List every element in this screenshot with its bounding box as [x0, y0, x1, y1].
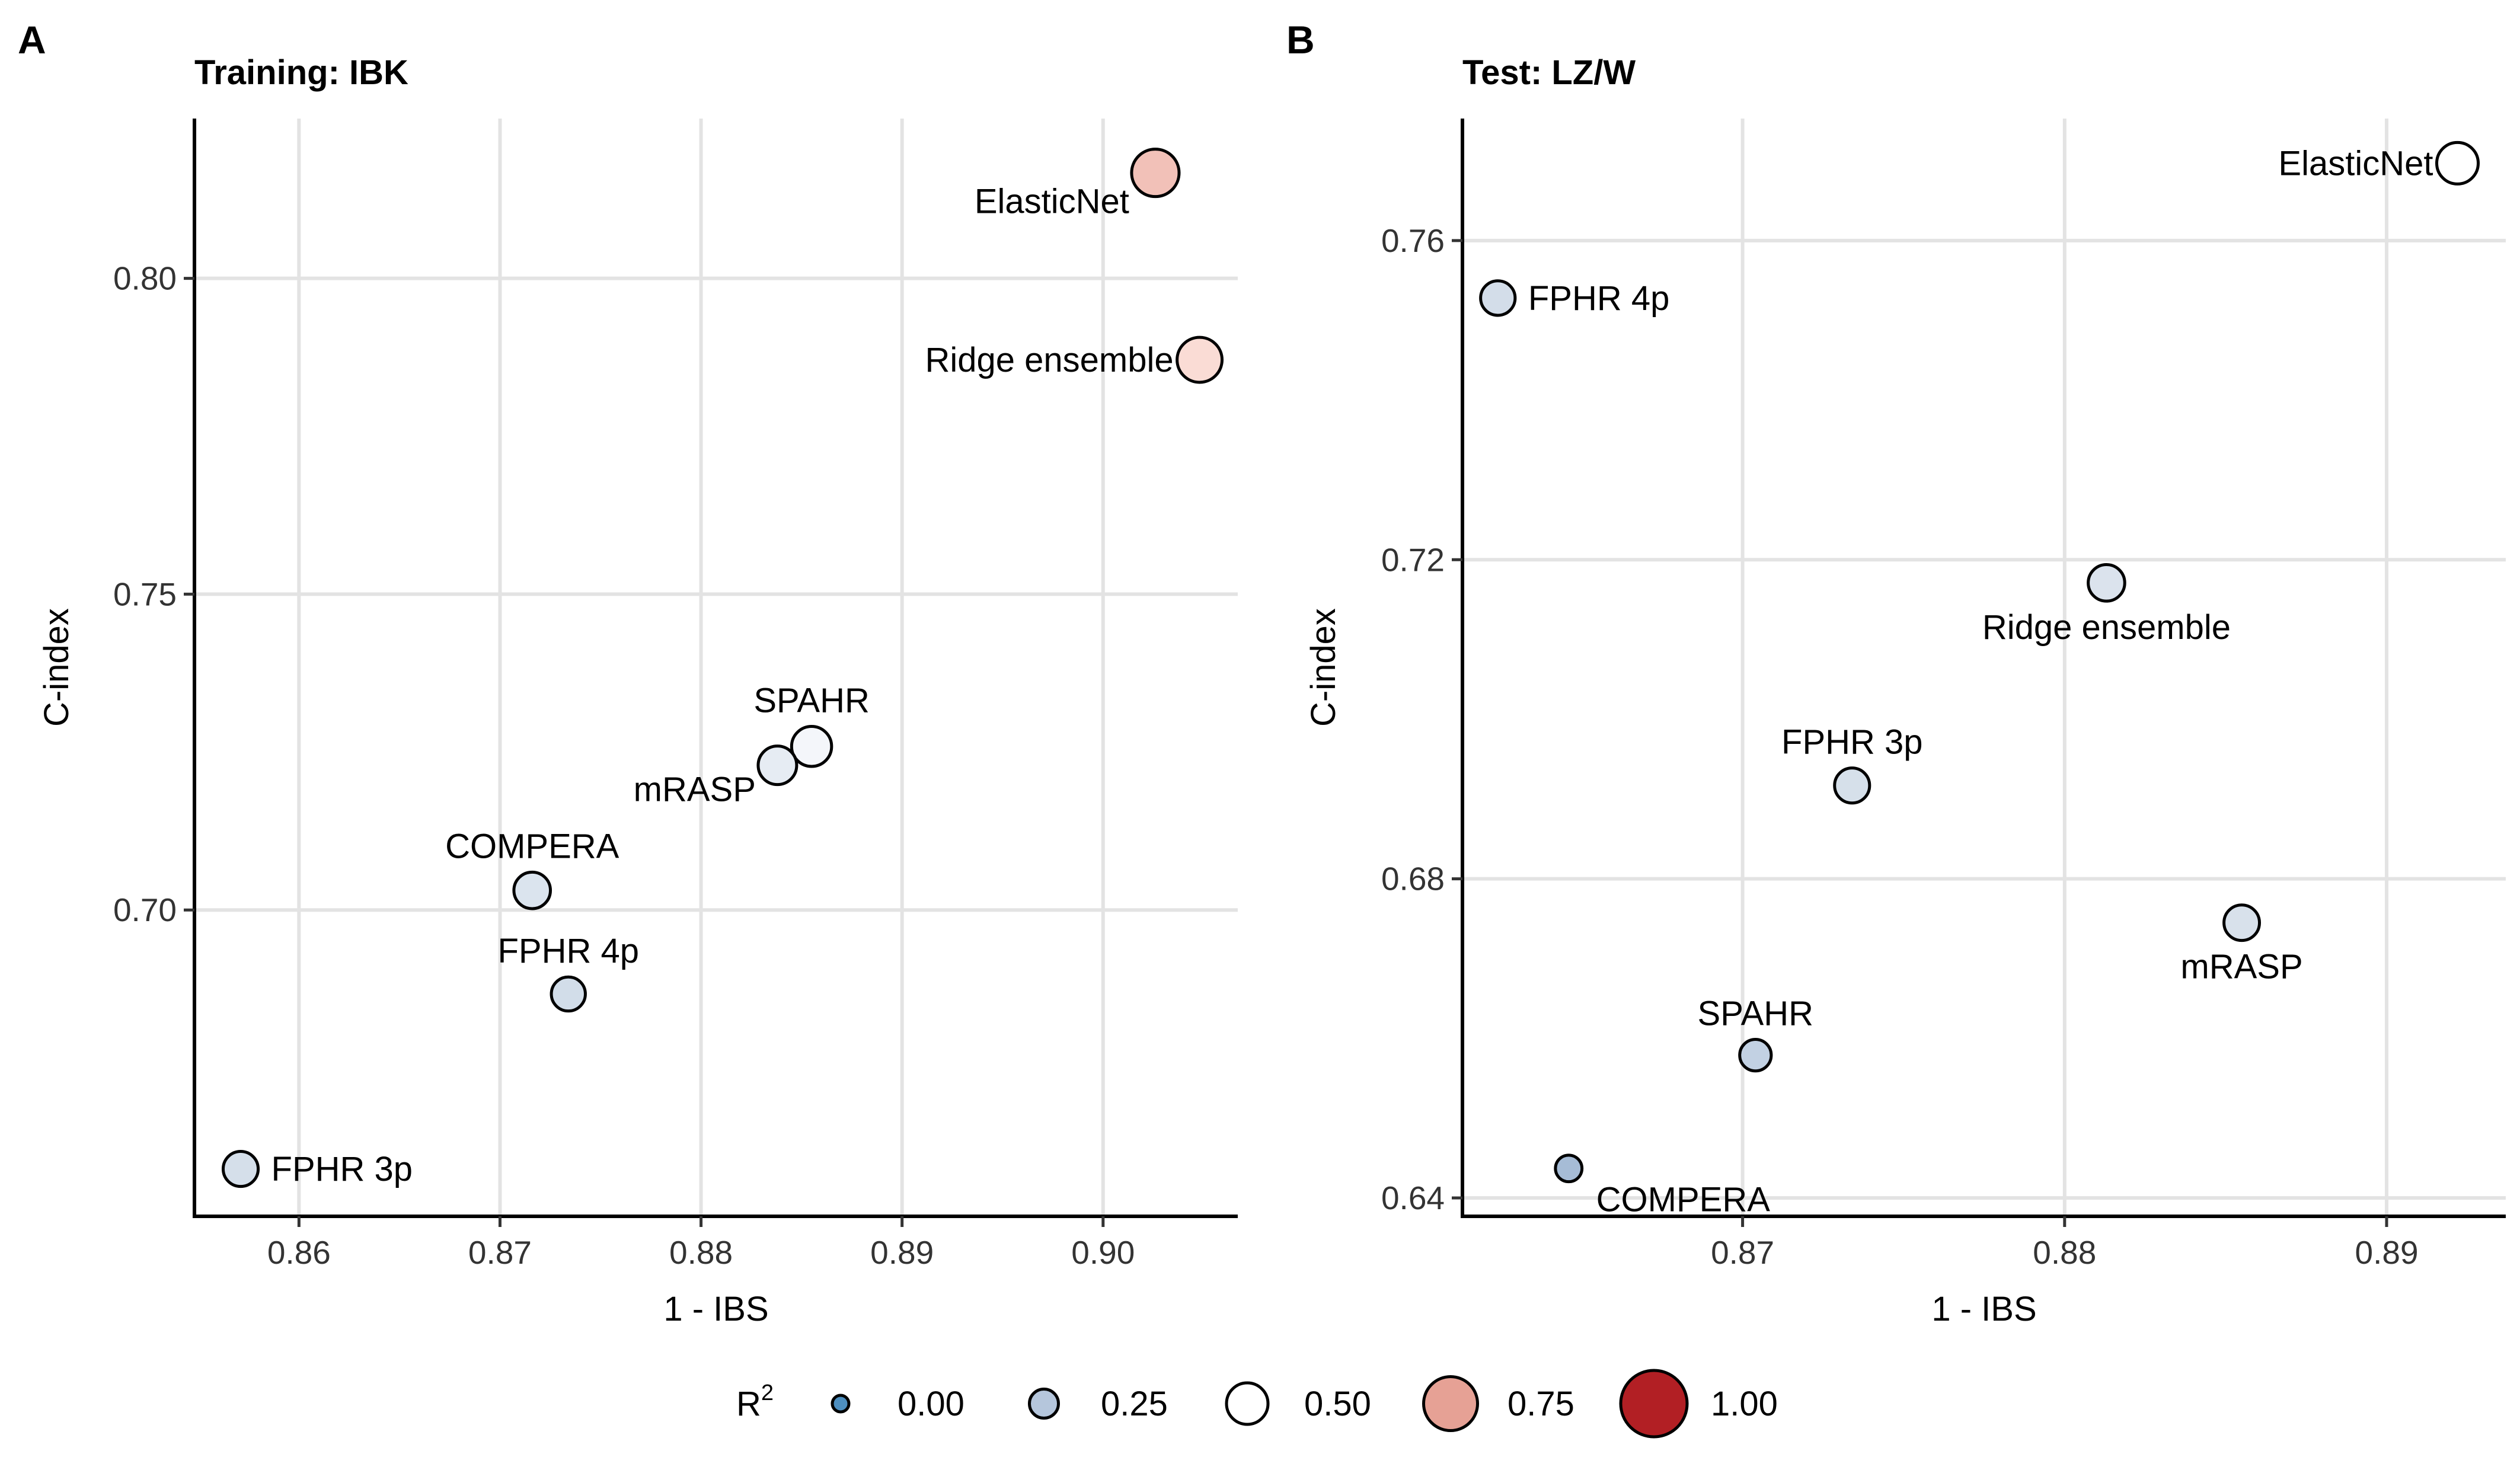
x-tick-label: 0.88 — [669, 1234, 733, 1271]
y-tick-label: 0.80 — [113, 260, 177, 297]
x-tick-label: 0.87 — [1711, 1234, 1774, 1271]
x-tick-label: 0.89 — [2355, 1234, 2418, 1271]
y-tick-label: 0.72 — [1381, 541, 1445, 578]
data-point — [512, 870, 552, 910]
legend-title: R2 — [736, 1380, 774, 1423]
x-tick-label: 0.89 — [870, 1234, 934, 1271]
x-axis-title: 1 - IBS — [663, 1290, 768, 1328]
y-tick-label: 0.76 — [1381, 222, 1445, 259]
x-tick-label: 0.87 — [468, 1234, 532, 1271]
data-point — [1554, 1153, 1584, 1184]
legend-key — [1422, 1375, 1479, 1432]
y-tick-label: 0.68 — [1381, 861, 1445, 897]
point-label: Ridge ensemble — [925, 341, 1173, 379]
data-point — [221, 1150, 260, 1188]
legend-label: 1.00 — [1711, 1385, 1778, 1423]
x-tick-label: 0.90 — [1071, 1234, 1135, 1271]
point-label: ElasticNet — [975, 183, 1129, 221]
point-label: mRASP — [634, 771, 756, 809]
data-point — [1130, 148, 1181, 199]
legend-key — [831, 1394, 851, 1414]
point-label: FPHR 3p — [272, 1150, 413, 1188]
data-point — [1833, 766, 1871, 805]
y-tick-label: 0.64 — [1381, 1180, 1445, 1216]
panel-letter: B — [1286, 18, 1315, 62]
point-label: ElasticNet — [2278, 144, 2433, 183]
legend-label: 0.50 — [1304, 1385, 1371, 1423]
legend-items: 0.00 0.25 0.50 0.75 1.00 — [831, 1369, 1778, 1439]
legend-label: 0.75 — [1507, 1385, 1574, 1423]
panel-title: Test: LZ/W — [1462, 53, 1636, 92]
x-tick-label: 0.88 — [2033, 1234, 2096, 1271]
data-point — [1738, 1038, 1773, 1073]
data-point — [790, 724, 833, 768]
legend-key — [1619, 1369, 1689, 1439]
point-label: SPAHR — [753, 681, 870, 720]
legend-title-superscript: 2 — [761, 1380, 774, 1405]
y-axis-title: C-index — [37, 608, 76, 727]
point-label: FPHR 4p — [497, 932, 639, 970]
legend-title-text: R — [736, 1385, 761, 1423]
point-label: FPHR 3p — [1781, 723, 1923, 762]
y-tick-label: 0.70 — [113, 891, 177, 928]
y-axis-title: C-index — [1304, 608, 1343, 727]
panel-title: Training: IBK — [194, 53, 408, 92]
data-point — [756, 744, 799, 787]
point-label: COMPERA — [445, 827, 619, 865]
legend-key — [1225, 1381, 1270, 1426]
panel-letter: A — [18, 18, 46, 62]
data-point — [1176, 335, 1224, 384]
point-label: mRASP — [2180, 948, 2302, 986]
legend: R2 0.00 0.25 0.50 0.75 1.00 — [736, 1369, 1778, 1439]
x-axis-title: 1 - IBS — [1931, 1290, 2036, 1328]
point-label: FPHR 4p — [1528, 279, 1670, 318]
point-label: COMPERA — [1596, 1181, 1771, 1219]
legend-key — [1028, 1388, 1060, 1420]
data-point — [2222, 903, 2262, 942]
point-label: SPAHR — [1698, 995, 1814, 1033]
y-tick-label: 0.75 — [113, 576, 177, 612]
data-point — [2087, 563, 2126, 603]
data-point — [2435, 140, 2480, 186]
data-point — [550, 975, 587, 1013]
legend-label: 0.00 — [898, 1385, 964, 1423]
point-label: Ridge ensemble — [1982, 608, 2231, 647]
data-point — [1479, 279, 1517, 317]
legend-label: 0.25 — [1101, 1385, 1168, 1423]
panel-b: B Test: LZ/W 0.87 0.88 0.89 0.64 0.68 0.72 0.76 1… — [1286, 18, 2506, 1328]
panel-a: A Training: IBK 0.86 0.87 0.88 0.89 0.90 0.70 0.… — [18, 18, 1238, 1328]
x-tick-label: 0.86 — [267, 1234, 331, 1271]
